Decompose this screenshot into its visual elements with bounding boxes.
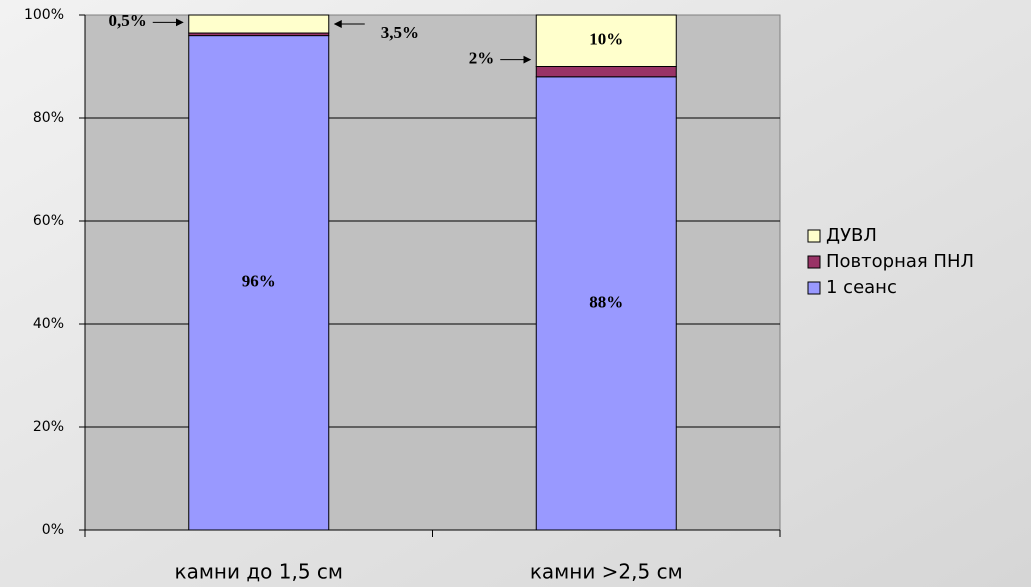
bar-segment [188, 35, 330, 531]
y-tick-label: 100% [24, 7, 64, 23]
bar-segment [535, 76, 677, 531]
bar-segment [535, 14, 677, 67]
legend-swatch [807, 281, 821, 295]
y-tick-label: 0% [42, 522, 64, 538]
data-label: 3,5% [381, 23, 419, 42]
y-tick-label: 20% [33, 419, 64, 435]
x-tick-label: камни до 1,5 см [174, 560, 343, 584]
x-tick-label: камни >2,5 см [530, 560, 683, 584]
data-label: 10% [589, 30, 623, 49]
data-label: 96% [242, 272, 276, 291]
legend-swatch [807, 229, 821, 243]
y-tick-label: 40% [33, 316, 64, 332]
data-label: 0,5% [109, 11, 147, 30]
bar-segment [188, 14, 330, 34]
legend-label: Повторная ПНЛ [826, 251, 974, 272]
bar-segment [535, 66, 677, 78]
data-label: 88% [589, 292, 623, 311]
y-tick-label: 80% [33, 110, 64, 126]
data-label: 2% [469, 49, 495, 68]
legend-label: 1 сеанс [826, 277, 897, 298]
legend-swatch [807, 255, 821, 269]
legend-label: ДУВЛ [826, 225, 877, 246]
y-tick-label: 60% [33, 213, 64, 229]
